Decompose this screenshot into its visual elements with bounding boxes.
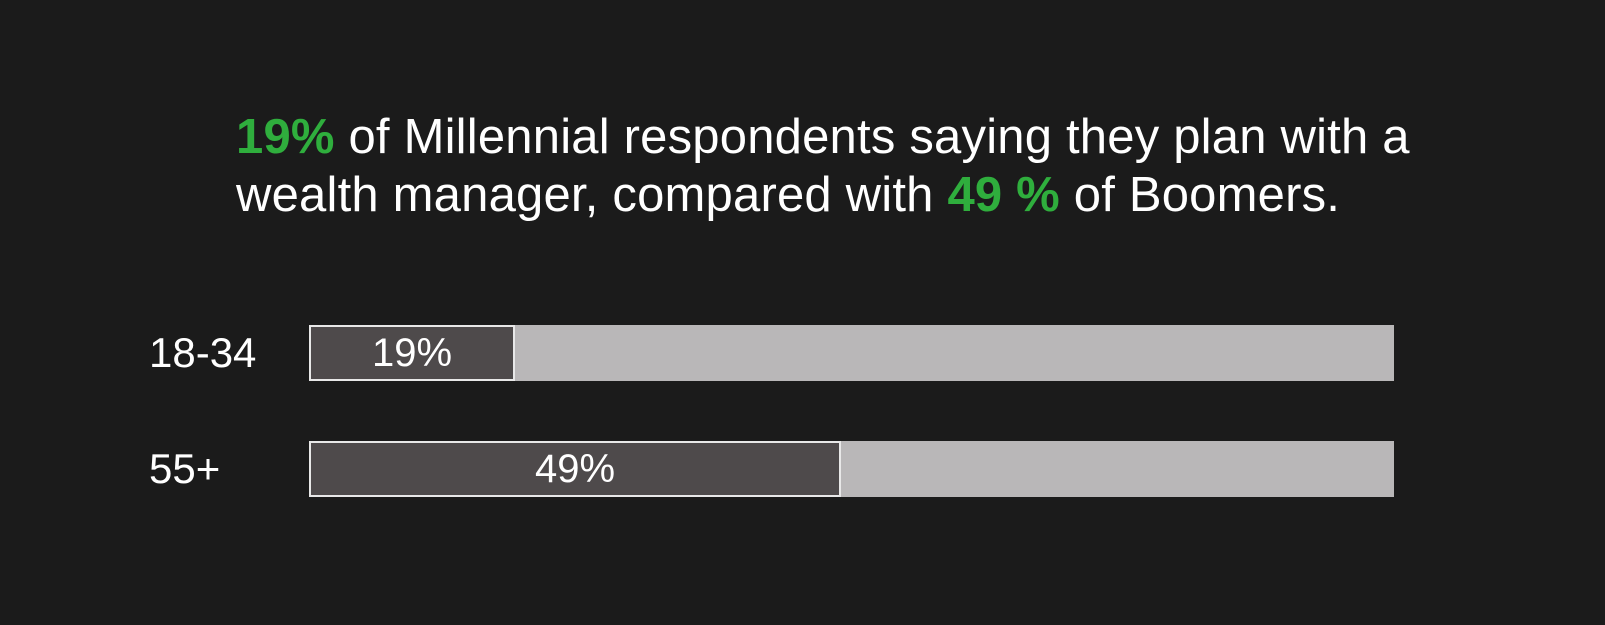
headline-text-part-2: of Boomers. (1059, 168, 1341, 222)
category-label: 18-34 (149, 329, 257, 376)
headline-highlight-millennials: 19% (236, 110, 335, 164)
category-label: 55+ (149, 445, 221, 492)
bar (309, 441, 841, 497)
bar-value-label: 19% (371, 330, 453, 375)
headline: 19% of Millennial respondents saying the… (236, 108, 1416, 224)
headline-text-part-1: of Millennial respondents saying they pl… (236, 110, 1410, 222)
bar-track: 49% (309, 441, 1394, 497)
headline-highlight-boomers: 49 % (947, 168, 1060, 222)
bar-track: 19% (309, 325, 1394, 381)
bar-value-label: 49% (534, 446, 616, 491)
bar (309, 325, 515, 381)
